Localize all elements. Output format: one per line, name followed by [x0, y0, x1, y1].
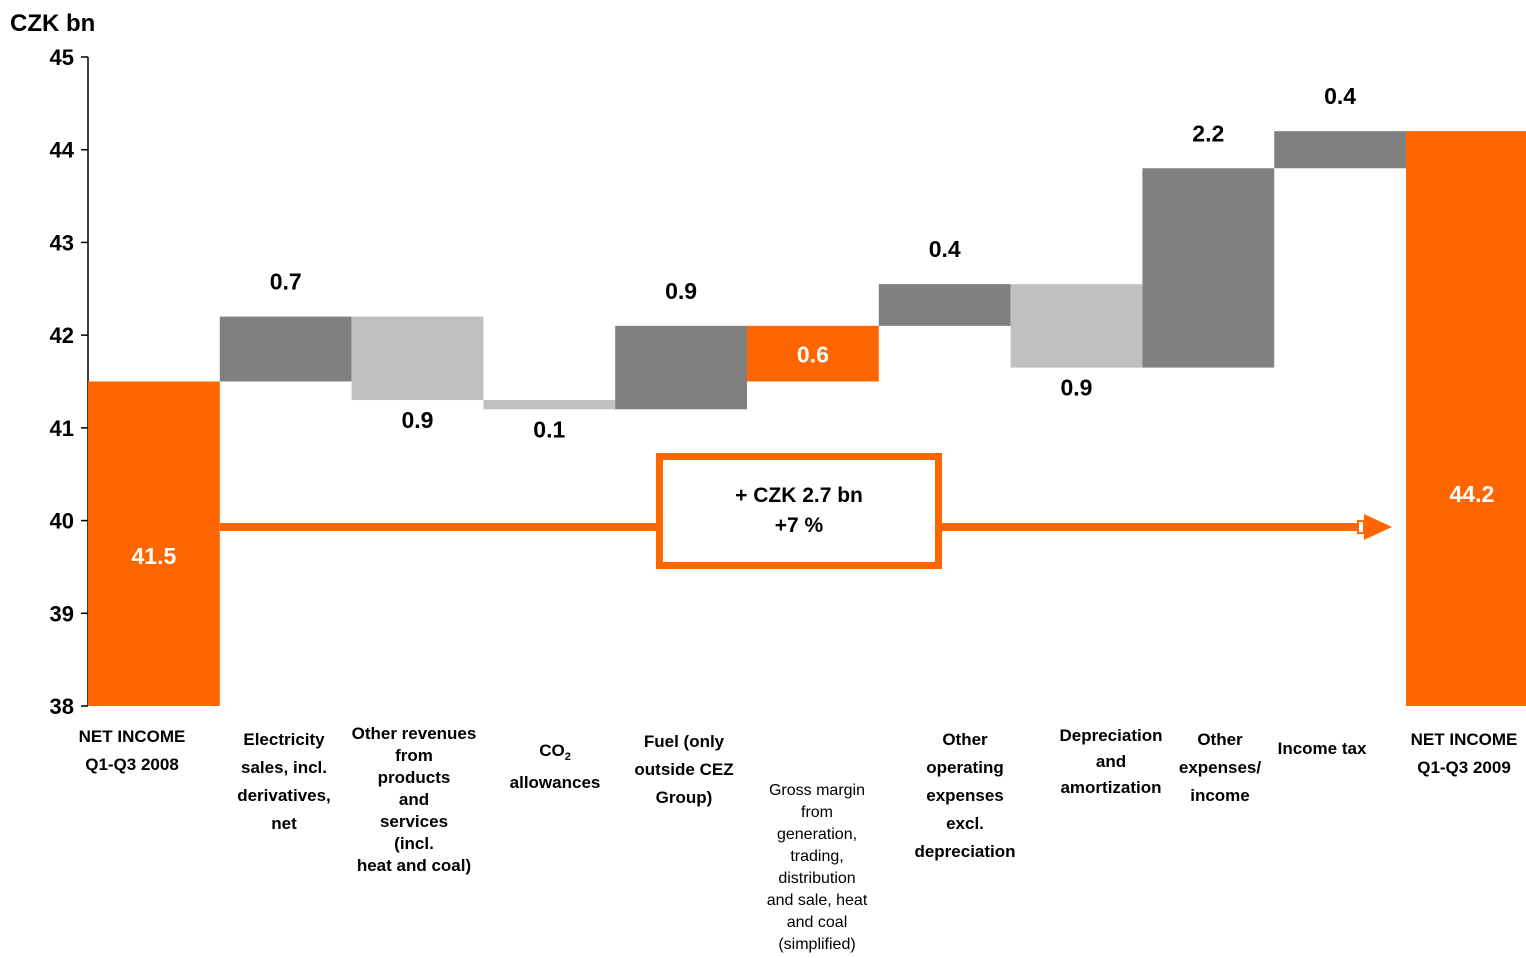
bar-value-label-0: 41.5 [132, 543, 177, 569]
bar-value-label-8: 2.2 [1192, 120, 1224, 146]
waterfall-bar-1 [219, 316, 352, 382]
category-label-depreciation: Depreciation and amortization [1059, 726, 1163, 797]
waterfall-bar-10 [1406, 131, 1526, 706]
bar-value-label-1: 0.7 [270, 269, 302, 295]
category-label-co2-allowances: CO2 allowances [509, 741, 601, 792]
co2-allowances-text: allowances [509, 773, 601, 792]
y-tick-label: 44 [50, 138, 75, 163]
category-label-income-tax: Income tax [1277, 739, 1367, 758]
y-tick-label: 42 [50, 323, 74, 348]
waterfall-bar-7 [1010, 284, 1143, 368]
bar-value-label-5: 0.6 [797, 342, 829, 368]
category-label-net-income-2009: NET INCOME Q1-Q3 2009 [1410, 730, 1518, 777]
category-label-other-expenses: Other expenses/ income [1178, 730, 1262, 805]
category-label-electricity-sales: Electricity sales, incl. derivatives, ne… [237, 730, 331, 833]
y-axis-unit-label: CZK bn [10, 10, 96, 37]
y-tick-label: 41 [50, 416, 74, 441]
y-tick-label: 38 [50, 694, 74, 719]
waterfall-bar-3 [483, 400, 616, 410]
category-label-fuel: Fuel (only outside CEZ Group) [634, 732, 734, 807]
bar-value-label-9: 0.4 [1324, 83, 1356, 109]
category-label-other-operating-expenses: Other operating expenses excl. depreciat… [914, 730, 1016, 861]
waterfall-bar-5 [747, 325, 879, 382]
change-arrow-head [1364, 514, 1392, 541]
waterfall-bar-4 [615, 325, 747, 410]
waterfall-bar-9 [1274, 131, 1406, 169]
waterfall-bar-0 [88, 381, 220, 706]
change-callout-percent: +7 % [774, 514, 824, 537]
waterfall-bar-6 [878, 284, 1011, 326]
y-tick-label: 43 [50, 230, 74, 255]
waterfall-bar-8 [1142, 168, 1275, 368]
bar-value-label-2: 0.9 [402, 407, 434, 433]
y-tick-label: 45 [50, 45, 74, 70]
bar-value-label-10: 44.2 [1450, 481, 1495, 507]
category-label-net-income-2008: NET INCOME Q1-Q3 2008 [78, 727, 186, 774]
change-arrow-notch [1357, 520, 1365, 535]
y-tick-label: 40 [50, 509, 74, 534]
bar-value-label-4: 0.9 [665, 278, 697, 304]
y-tick-label: 39 [50, 601, 74, 626]
bar-value-label-3: 0.1 [533, 416, 565, 442]
change-callout-amount: + CZK 2.7 bn [735, 484, 863, 507]
category-label-gross-margin: Gross margin from generation, trading, d… [766, 782, 868, 953]
bar-value-label-7: 0.9 [1061, 375, 1093, 401]
bar-value-label-6: 0.4 [929, 236, 961, 262]
change-callout-box: + CZK 2.7 bn +7 % [656, 453, 942, 569]
waterfall-bar-2 [351, 316, 484, 401]
category-label-other-revenues: Other revenues from products and service… [351, 724, 477, 875]
